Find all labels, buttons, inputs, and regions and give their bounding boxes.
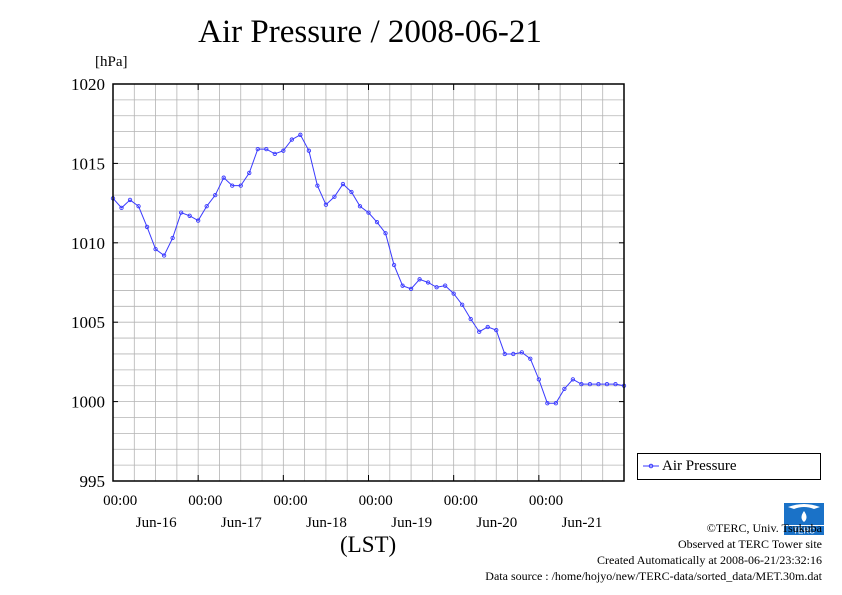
data-point: [323, 202, 329, 207]
legend: Air Pressure: [637, 453, 821, 480]
data-point: [161, 253, 167, 258]
data-point: [213, 193, 218, 198]
created-text: Created Automatically at 2008-06-21/23:3…: [597, 553, 822, 567]
data-point: [238, 183, 243, 188]
chart-grid: [113, 84, 624, 481]
data-point: [570, 377, 576, 382]
data-point: [153, 247, 158, 252]
data-point: [391, 262, 397, 268]
x-tick-time-label: 00:00: [529, 493, 563, 509]
y-axis-unit-label: [hPa]: [95, 54, 128, 70]
logo-text: TERC: [793, 527, 815, 536]
y-tick-label: 1005: [71, 313, 105, 332]
y-tick-label: 1020: [71, 75, 105, 94]
data-point: [553, 401, 559, 406]
data-point: [366, 210, 371, 215]
data-point: [502, 351, 507, 357]
data-point: [562, 386, 567, 392]
legend-label: Air Pressure: [662, 458, 737, 474]
data-point: [400, 283, 405, 288]
data-point: [340, 181, 346, 187]
data-point: [264, 146, 269, 152]
x-tick-time-label: 00:00: [103, 493, 137, 509]
y-tick-label: 1000: [71, 393, 105, 412]
data-point: [511, 351, 516, 357]
data-point: [349, 189, 354, 195]
data-point: [272, 151, 277, 157]
data-point: [613, 381, 618, 387]
data-point: [144, 224, 150, 230]
data-point: [315, 183, 320, 188]
chart-labels: 995 1000 1005 1010 1015 1020 00:00 Jun-16 00:00 J…: [71, 75, 602, 531]
copyright-text: ©TERC, Univ. Tsukuba: [706, 521, 822, 535]
data-point: [477, 329, 482, 334]
data-point: [247, 170, 252, 176]
data-point: [170, 235, 175, 241]
data-point: [298, 132, 303, 137]
data-point: [536, 377, 541, 382]
x-tick-date-label: Jun-16: [136, 515, 177, 531]
x-tick-date-label: Jun-19: [391, 515, 432, 531]
x-tick-date-label: Jun-21: [562, 515, 603, 531]
data-point: [127, 197, 133, 203]
data-point: [289, 137, 294, 142]
data-point: [281, 148, 286, 153]
x-tick-date-label: Jun-17: [221, 515, 262, 531]
x-tick-time-label: 00:00: [359, 493, 393, 509]
data-point: [604, 381, 610, 387]
data-point: [204, 204, 209, 209]
data-point: [187, 213, 192, 218]
chart-ticks: [113, 83, 625, 482]
data-point: [528, 356, 533, 361]
data-point: [596, 381, 601, 387]
legend-marker-icon: [643, 463, 659, 469]
data-point: [196, 218, 201, 223]
data-point: [357, 204, 363, 209]
data-point: [306, 148, 312, 153]
data-point: [408, 286, 414, 292]
data-point: [485, 324, 490, 330]
terc-logo-icon: TERC: [784, 503, 824, 535]
x-tick-date-label: Jun-18: [306, 515, 347, 531]
data-point: [230, 183, 235, 188]
data-point: [221, 175, 226, 180]
data-point: [136, 204, 141, 209]
data-point: [587, 381, 593, 387]
data-point: [442, 283, 448, 288]
x-tick-time-label: 00:00: [273, 493, 307, 509]
observed-text: Observed at TERC Tower site: [677, 537, 822, 551]
data-point: [434, 285, 439, 290]
data-point: [255, 146, 260, 152]
y-tick-label: 1015: [71, 154, 105, 173]
credits-block: ©TERC, Univ. Tsukuba Observed at TERC To…: [485, 520, 822, 584]
x-tick-time-label: 00:00: [444, 493, 478, 509]
data-point: [332, 194, 337, 199]
chart-title: Air Pressure / 2008-06-21: [198, 14, 542, 50]
series-line: [112, 134, 625, 404]
data-point: [468, 316, 473, 322]
y-tick-label: 1010: [71, 234, 105, 253]
source-text: Data source : /home/hojyo/new/TERC-data/…: [485, 569, 822, 583]
data-point: [579, 381, 584, 387]
data-point: [178, 210, 184, 215]
x-tick-date-label: Jun-20: [476, 515, 517, 531]
data-point: [383, 231, 388, 236]
data-point: [494, 327, 499, 333]
data-point: [417, 277, 422, 282]
data-point: [460, 302, 465, 307]
chart-series: [110, 132, 627, 406]
data-point: [519, 350, 524, 355]
data-point: [451, 291, 456, 296]
x-tick-time-label: 00:00: [188, 493, 222, 509]
y-tick-label: 995: [80, 472, 106, 491]
data-point: [119, 205, 124, 211]
data-point: [545, 401, 550, 406]
data-point: [374, 220, 380, 225]
x-axis-unit-label: (LST): [340, 532, 397, 557]
data-point: [425, 280, 431, 285]
